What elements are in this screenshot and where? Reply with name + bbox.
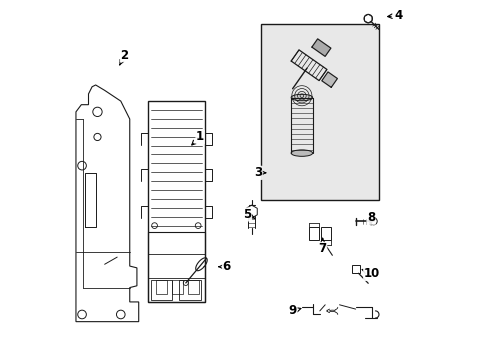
Bar [150,280,172,300]
Bar [147,231,204,302]
Bar [260,24,378,200]
Text: 10: 10 [362,267,379,280]
Polygon shape [321,72,337,87]
Bar [179,280,201,300]
Bar [351,265,359,273]
Ellipse shape [290,94,312,101]
Bar [172,280,183,294]
Polygon shape [311,39,330,57]
Bar [188,280,198,294]
Text: 3: 3 [254,166,265,179]
Bar [147,101,204,302]
Bar [156,280,166,294]
Text: 9: 9 [288,305,300,318]
Ellipse shape [290,150,312,156]
Text: 8: 8 [366,211,374,225]
Text: 4: 4 [387,9,402,22]
Text: 6: 6 [218,260,230,273]
Text: 2: 2 [120,49,128,65]
Text: 1: 1 [191,130,203,145]
Text: 7: 7 [318,238,326,255]
Bar [308,227,319,240]
Text: 5: 5 [243,208,254,221]
Bar [320,227,330,240]
